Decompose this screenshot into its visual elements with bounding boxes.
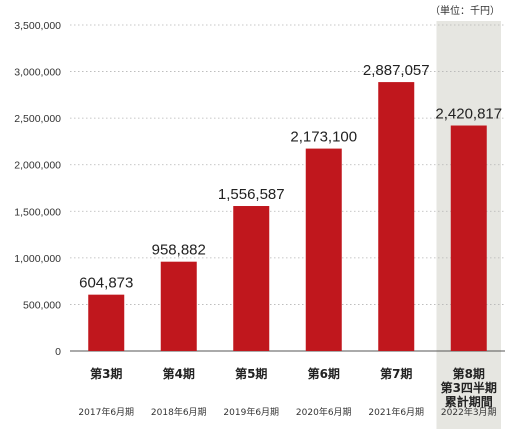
x-axis: 第3期 2017年6月期 第4期 2018年6月期 第5期 2019年6月期 第6期 2020… <box>78 366 497 418</box>
y-tick-label: 3,500,000 <box>14 20 61 32</box>
bar <box>450 125 487 351</box>
x-period-date: 2022年3月期 <box>441 406 497 418</box>
gridlines <box>70 24 505 305</box>
y-tick-label: 1,500,000 <box>14 206 61 218</box>
x-category-label: 第3四半期 <box>441 380 497 395</box>
x-category-label: 第3期 <box>90 366 122 381</box>
bar <box>305 148 342 351</box>
y-tick-label: 3,000,000 <box>14 67 61 79</box>
x-category-label: 累計期間 <box>445 394 493 409</box>
x-category-label: 第6期 <box>308 366 340 381</box>
data-label: 2,173,100 <box>290 129 357 146</box>
data-label: 2,420,817 <box>435 106 502 123</box>
x-period-date: 2019年6月期 <box>223 406 279 418</box>
y-tick-label: 2,500,000 <box>14 113 61 125</box>
data-label: 1,556,587 <box>218 186 285 203</box>
bar <box>378 82 415 352</box>
x-period-date: 2018年6月期 <box>151 406 207 418</box>
x-category-label: 第5期 <box>235 366 267 381</box>
data-label: 2,887,057 <box>363 62 430 79</box>
x-category-label: 第8期 <box>453 366 485 381</box>
y-tick-label: 2,000,000 <box>14 160 61 172</box>
x-period-date: 2020年6月期 <box>296 406 352 418</box>
data-label: 604,873 <box>79 275 133 292</box>
x-period-date: 2017年6月期 <box>78 406 134 418</box>
unit-note: （単位：千円） <box>430 4 500 17</box>
x-category-label: 第4期 <box>163 366 195 381</box>
y-tick-label: 500,000 <box>23 299 61 311</box>
bar <box>233 206 270 351</box>
bars <box>88 82 487 352</box>
x-category-label: 第7期 <box>380 366 412 381</box>
y-axis: 3,500,000 3,000,000 2,500,000 2,000,000 1,50… <box>14 20 505 358</box>
data-labels: 604,873 958,882 1,556,587 2,173,100 2,887,05… <box>79 62 502 292</box>
y-tick-label: 1,000,000 <box>14 253 61 265</box>
bar <box>160 261 197 351</box>
data-label: 958,882 <box>152 242 206 259</box>
bar <box>88 294 125 351</box>
x-period-date: 2021年6月期 <box>368 406 424 418</box>
y-tick-label: 0 <box>55 346 61 358</box>
